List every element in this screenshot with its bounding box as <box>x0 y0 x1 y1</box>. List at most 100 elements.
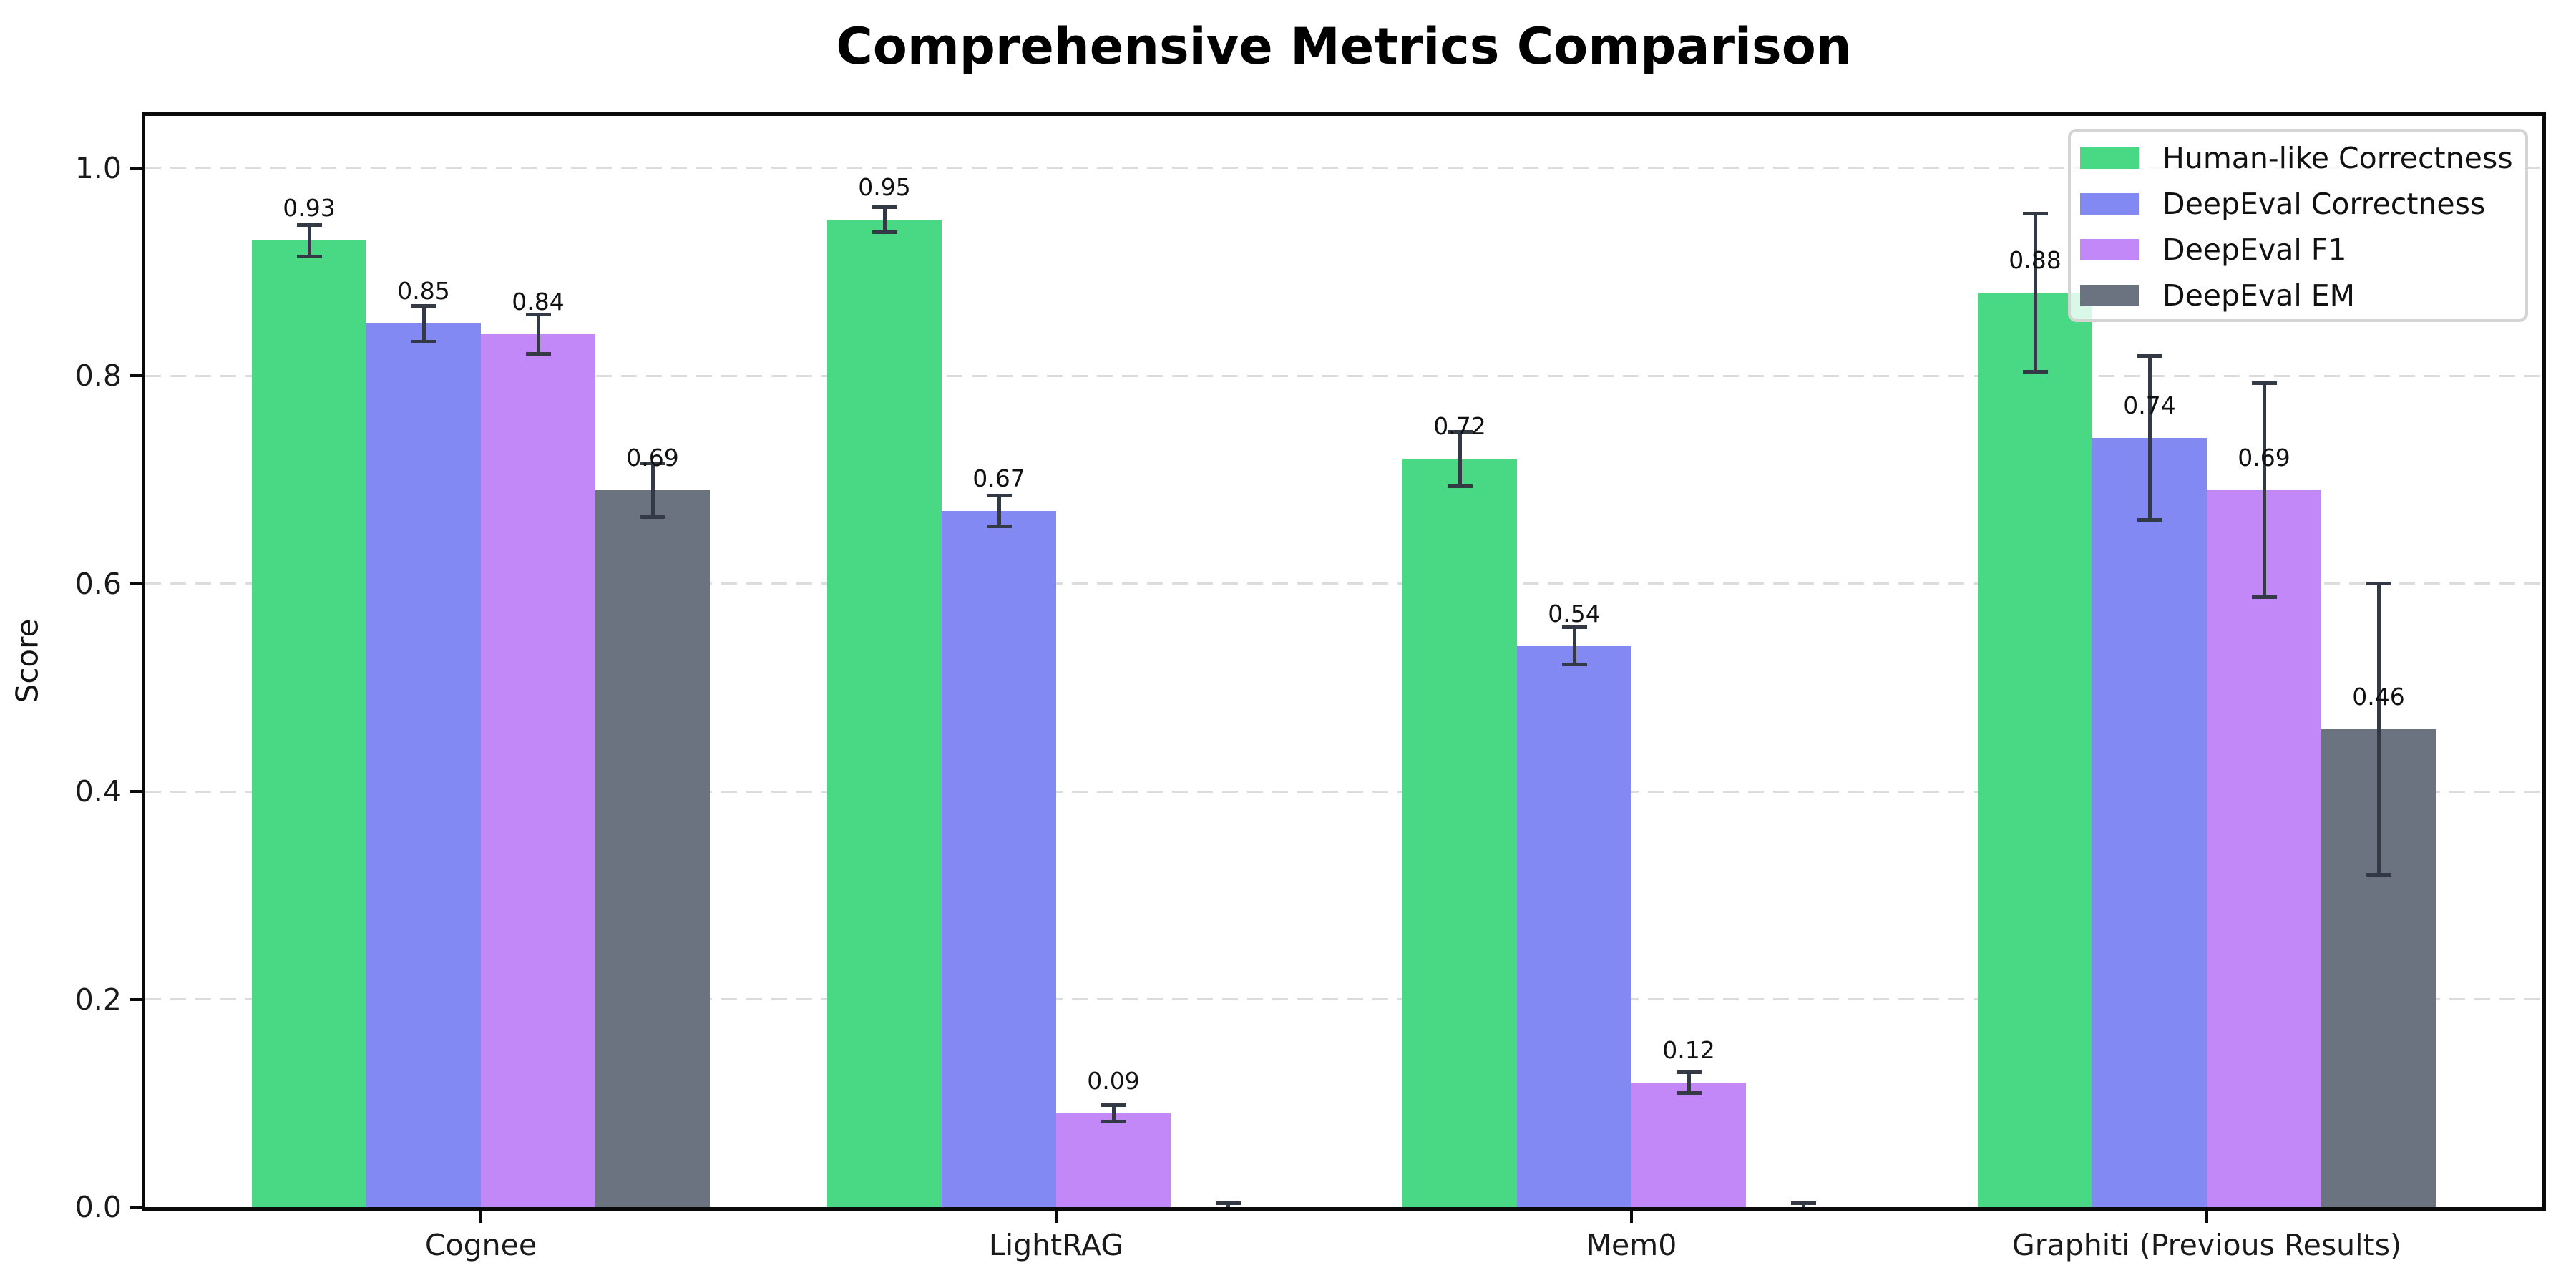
error-bar-cap-top <box>986 493 1012 497</box>
bar <box>1631 1082 1746 1207</box>
error-bar <box>882 207 887 233</box>
error-bar-cap-bottom <box>1101 1120 1126 1124</box>
legend-label: DeepEval EM <box>2162 278 2356 313</box>
legend-item: DeepEval EM <box>2071 279 2525 312</box>
error-bar-cap-top <box>296 223 322 227</box>
bar-value-label: 0.54 <box>1548 599 1601 628</box>
error-bar <box>2262 383 2266 597</box>
bar-value-label: 0.69 <box>626 443 679 472</box>
bar-value-label: 0.09 <box>1087 1067 1140 1096</box>
y-tick-label: 0.2 <box>74 982 122 1017</box>
error-bar-cap-bottom <box>872 230 897 235</box>
legend-label: DeepEval F1 <box>2162 233 2347 267</box>
y-tick-mark <box>130 1206 142 1209</box>
error-bar-cap-top <box>1561 625 1587 630</box>
error-bar-cap-top <box>1447 430 1473 434</box>
bar-value-label: 0.67 <box>972 464 1025 492</box>
error-bar-cap-bottom <box>640 515 665 519</box>
x-tick-label: Mem0 <box>1586 1228 1677 1262</box>
error-bar-cap-bottom <box>1447 484 1473 488</box>
legend: Human-like Correctness DeepEval Correctne… <box>2068 129 2528 322</box>
bar-value-label: 0.12 <box>1662 1035 1715 1064</box>
legend-swatch <box>2080 239 2139 260</box>
y-tick-label: 0.6 <box>74 566 122 601</box>
error-bar-cap-top <box>2251 381 2277 385</box>
error-bar-cap-top <box>1215 1201 1241 1205</box>
x-tick-mark <box>479 1211 482 1223</box>
legend-item: DeepEval F1 <box>2071 233 2525 266</box>
gridline <box>145 582 2542 585</box>
axis-spine-top <box>142 112 2546 116</box>
gridline <box>145 167 2542 170</box>
bar-value-label: 0.88 <box>2009 245 2062 274</box>
error-bar-cap-top <box>1790 1201 1816 1205</box>
y-tick-label: 0.4 <box>74 774 122 809</box>
error-bar <box>2033 213 2037 372</box>
error-bar-cap-bottom <box>2022 369 2048 374</box>
bar <box>1517 645 1631 1207</box>
x-tick-label: Cognee <box>424 1228 537 1262</box>
bar-value-label: 0.95 <box>858 173 911 202</box>
error-bar-cap-top <box>872 205 897 210</box>
error-bar <box>1458 431 1462 487</box>
bar <box>1402 459 1517 1207</box>
error-bar-cap-bottom <box>2366 872 2391 877</box>
legend-label: DeepEval Correctness <box>2162 187 2486 221</box>
bar-value-label: 0.72 <box>1433 412 1486 441</box>
bar <box>827 220 942 1207</box>
error-bar-cap-top <box>2137 354 2162 358</box>
axis-spine-bottom <box>142 1207 2546 1211</box>
error-bar-cap-bottom <box>525 352 551 356</box>
y-tick-mark <box>130 374 142 378</box>
legend-swatch <box>2080 147 2139 169</box>
bar <box>1056 1113 1171 1207</box>
gridline <box>145 998 2542 1001</box>
error-bar-cap-top <box>411 304 436 308</box>
error-bar <box>997 495 1001 527</box>
legend-swatch <box>2080 285 2139 306</box>
error-bar-cap-bottom <box>2251 595 2277 599</box>
y-tick-label: 0.8 <box>74 358 122 394</box>
y-tick-mark <box>130 997 142 1001</box>
bar-value-label: 0.85 <box>397 277 450 306</box>
error-bar <box>2147 356 2152 520</box>
error-bar-cap-top <box>525 312 551 316</box>
error-bar <box>1572 627 1576 665</box>
chart-title: Comprehensive Metrics Comparison <box>836 17 1852 76</box>
x-tick-label: LightRAG <box>988 1228 1124 1262</box>
error-bar-cap-top <box>2022 212 2048 216</box>
x-tick-mark <box>2205 1211 2208 1223</box>
x-tick-mark <box>1630 1211 1633 1223</box>
bar-value-label: 0.74 <box>2123 391 2176 420</box>
error-bar <box>1801 1203 1805 1207</box>
error-bar-cap-top <box>2366 582 2391 586</box>
error-bar <box>650 463 655 517</box>
error-bar-cap-bottom <box>411 339 436 343</box>
axis-spine-left <box>142 112 145 1211</box>
legend-item: DeepEval Correctness <box>2071 187 2525 220</box>
error-bar <box>1687 1072 1691 1093</box>
bar-value-label: 0.93 <box>283 194 336 223</box>
x-tick-mark <box>1055 1211 1058 1223</box>
bar <box>2207 489 2321 1207</box>
error-bar <box>1226 1203 1230 1207</box>
y-tick-label: 1.0 <box>74 150 122 185</box>
legend-item: Human-like Correctness <box>2071 142 2525 175</box>
bar <box>595 489 710 1207</box>
error-bar-cap-top <box>1101 1103 1126 1108</box>
error-bar <box>536 314 540 354</box>
error-bar <box>307 225 311 257</box>
bar-value-label: 0.69 <box>2238 443 2290 472</box>
bar <box>942 510 1056 1207</box>
bar-value-label: 0.84 <box>512 288 565 316</box>
error-bar-cap-bottom <box>986 525 1012 529</box>
error-bar-cap-top <box>640 461 665 465</box>
error-bar-cap-top <box>1676 1070 1702 1074</box>
y-axis-label: Score <box>9 618 45 703</box>
bar <box>252 240 366 1207</box>
y-tick-mark <box>130 582 142 585</box>
error-bar <box>421 306 426 342</box>
error-bar-cap-bottom <box>2137 518 2162 522</box>
legend-label: Human-like Correctness <box>2162 141 2513 175</box>
